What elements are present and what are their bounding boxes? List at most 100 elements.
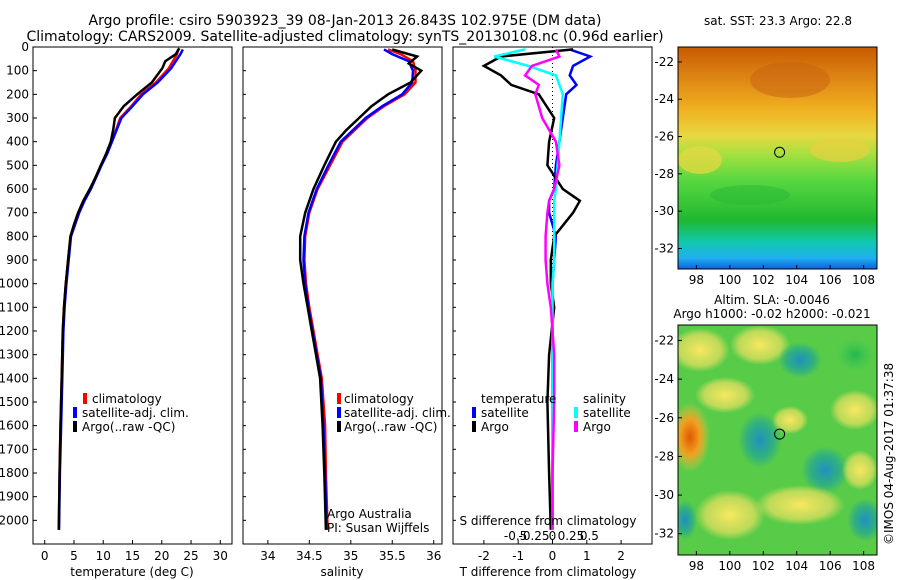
- depth-tick-label: 800: [6, 229, 29, 243]
- x-tick-label: 34.5: [296, 549, 323, 563]
- lon-tick-label: 98: [689, 273, 704, 287]
- annotation-argo-australia: Argo Australia: [327, 507, 412, 521]
- x-tick-label: 36: [426, 549, 441, 563]
- depth-tick-label: 400: [6, 135, 29, 149]
- sst-map-field: [678, 47, 877, 269]
- legend-label-argo: Argo(..raw -QC): [344, 420, 437, 434]
- s-diff-tick-label: 0.5: [580, 529, 599, 543]
- depth-tick-label: 1600: [0, 419, 29, 433]
- profile-title: Argo profile: csiro 5903923_39 08-Jan-20…: [88, 13, 602, 29]
- lon-tick-label: 104: [785, 273, 808, 287]
- s-diff-tick-label: 0.25: [558, 529, 585, 543]
- temperature-xlabel: temperature (deg C): [70, 565, 193, 579]
- legend-swatch-s-satellite: [574, 407, 578, 418]
- sst-map: sat. SST: 23.3 Argo: 22.8 98 100 102 104 106…: [654, 14, 878, 287]
- series-line-argo: [523, 48, 562, 530]
- x-tick-label: 15: [125, 549, 140, 563]
- sst-map-title: sat. SST: 23.3 Argo: 22.8: [704, 14, 852, 28]
- legend-swatch-t-argo: [472, 421, 476, 432]
- x-tick-label: 20: [154, 549, 169, 563]
- sst-map-axes: 98 100 102 104 106 108 -22 -24 -26 -28 -30 -32: [654, 55, 875, 287]
- depth-tick-label: 2000: [0, 513, 29, 527]
- x-tick-label: 25: [183, 549, 198, 563]
- depth-tick-label: 1500: [0, 395, 29, 409]
- depth-tick-label: 100: [6, 64, 29, 78]
- legend-swatch-s-argo: [574, 421, 578, 432]
- depth-tick-label: 1900: [0, 490, 29, 504]
- depth-tick-label: 1400: [0, 371, 29, 385]
- legend-swatch-satellite: [73, 407, 77, 418]
- lat-tick-label: -26: [654, 411, 674, 425]
- depth-tick-label: 200: [6, 87, 29, 101]
- depth-tick-label: 1700: [0, 442, 29, 456]
- legend-label-t-argo: Argo: [481, 420, 509, 434]
- argo-position-marker: [774, 428, 786, 440]
- x-tick-label: 35: [343, 549, 358, 563]
- lat-tick-label: -28: [654, 167, 674, 181]
- sst-map-frame: [677, 46, 878, 270]
- legend-label-climatology: climatology: [344, 392, 414, 406]
- lat-tick-label: -32: [654, 527, 674, 541]
- legend-swatch-t-satellite: [472, 407, 476, 418]
- depth-tick-label: 1200: [0, 324, 29, 338]
- legend-swatch-argo: [73, 421, 77, 432]
- depth-tick-label: 1000: [0, 277, 29, 291]
- x-tick-label: 0: [41, 549, 49, 563]
- lon-tick-label: 98: [689, 559, 704, 573]
- depth-tick-label: 1300: [0, 348, 29, 362]
- sla-map-axes: 98 100 102 104 106 108 -22 -24 -26 -28 -30 -32: [654, 333, 875, 573]
- temperature-legend: climatology satellite-adj. clim. Argo(..…: [73, 392, 189, 434]
- legend-swatch-climatology: [83, 393, 87, 404]
- temperature-axes-frame: [32, 46, 233, 545]
- legend-swatch-satellite: [337, 407, 341, 418]
- lat-tick-label: -30: [654, 204, 674, 218]
- lat-tick-label: -24: [654, 372, 674, 386]
- salinity-legend: climatology satellite-adj. clim. Argo(..…: [337, 392, 451, 434]
- temperature-x-axis: 0 5 10 15 20 25 30: [41, 540, 228, 563]
- depth-axis: 0 100 200 300 400 500 600 700 800 900 1000 1100 1200…: [0, 40, 37, 527]
- x-tick-label: -2: [478, 549, 490, 563]
- sla-map-frame: [677, 324, 878, 556]
- lon-tick-label: 100: [718, 273, 741, 287]
- depth-tick-label: 300: [6, 111, 29, 125]
- lon-tick-label: 102: [752, 273, 775, 287]
- sla-map-field: [678, 325, 877, 555]
- climatology-title: Climatology: CARS2009. Satellite-adjuste…: [26, 29, 664, 45]
- depth-tick-label: 0: [21, 40, 29, 54]
- x-tick-label: 30: [213, 549, 228, 563]
- legend-label-t-satellite: satellite: [481, 406, 529, 420]
- t-difference-label: T difference from climatology: [459, 565, 637, 579]
- x-tick-label: 1: [583, 549, 591, 563]
- sla-map-subtitle: Argo h1000: -0.02 h2000: -0.021: [673, 307, 870, 321]
- depth-tick-label: 900: [6, 253, 29, 267]
- imos-timestamp: ©IMOS 04-Aug-2017 01:37:38: [882, 363, 896, 545]
- lon-tick-label: 100: [718, 559, 741, 573]
- lon-tick-label: 102: [752, 559, 775, 573]
- x-tick-label: 34: [260, 549, 275, 563]
- depth-tick-label: 1800: [0, 466, 29, 480]
- difference-legend: temperature salinity satellite Argo sate…: [472, 392, 631, 434]
- argo-position-marker: [774, 146, 786, 158]
- lat-tick-label: -30: [654, 488, 674, 502]
- x-tick-label: 0: [549, 549, 557, 563]
- lat-tick-label: -32: [654, 241, 674, 255]
- x-tick-label: 2: [617, 549, 625, 563]
- temperature-panel: 0100200300400500600700800900100011001200…: [0, 40, 233, 579]
- temperature-series: [57, 47, 184, 530]
- depth-tick-label: 600: [6, 182, 29, 196]
- lat-tick-label: -22: [654, 55, 674, 69]
- legend-label-satellite: satellite-adj. clim.: [82, 406, 189, 420]
- depth-tick-label: 1100: [0, 300, 29, 314]
- x-tick-label: -1: [512, 549, 524, 563]
- series-line-argo: [481, 48, 582, 530]
- lat-tick-label: -28: [654, 449, 674, 463]
- lat-tick-label: -24: [654, 92, 674, 106]
- lat-tick-label: -22: [654, 333, 674, 347]
- legend-title-temperature: temperature: [481, 392, 556, 406]
- annotation-pi: PI: Susan Wijffels: [327, 521, 429, 535]
- lon-tick-label: 104: [785, 559, 808, 573]
- lon-tick-label: 106: [819, 559, 842, 573]
- series-line-argo-raw-qc-: [298, 48, 424, 530]
